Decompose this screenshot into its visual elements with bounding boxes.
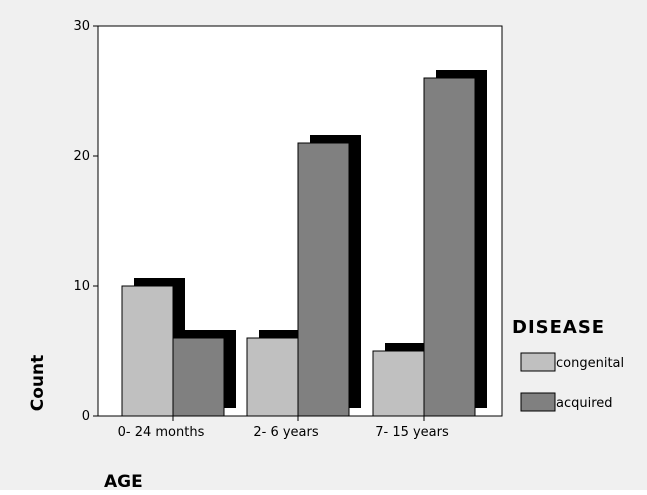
y-axis-title: Count — [28, 355, 48, 412]
bar-acquired — [297, 142, 350, 417]
y-tick-label: 10 — [73, 279, 90, 294]
legend: DISEASE congenital acquired — [512, 317, 624, 412]
legend-swatch-congenital — [520, 352, 556, 372]
x-axis: 0- 24 months 2- 6 years 7- 15 years — [118, 416, 449, 440]
y-axis: 0 10 20 30 — [73, 19, 98, 424]
legend-swatch-acquired — [520, 392, 556, 412]
bar-congenital — [121, 285, 174, 417]
y-tick-label: 20 — [73, 149, 90, 164]
bar-congenital — [246, 337, 299, 417]
y-tick-label: 30 — [73, 19, 90, 34]
legend-title: DISEASE — [512, 317, 605, 338]
bar-acquired — [423, 77, 476, 417]
bar-congenital — [372, 350, 425, 417]
legend-label-acquired: acquired — [556, 396, 613, 411]
x-tick-label: 2- 6 years — [253, 425, 319, 440]
bar-acquired — [172, 337, 225, 417]
y-tick-label: 0 — [82, 409, 90, 424]
x-tick-label: 0- 24 months — [118, 425, 205, 440]
legend-label-congenital: congenital — [556, 356, 624, 371]
x-tick-label: 7- 15 years — [375, 425, 449, 440]
bars-group — [121, 70, 487, 417]
x-axis-title: AGE — [104, 472, 143, 490]
